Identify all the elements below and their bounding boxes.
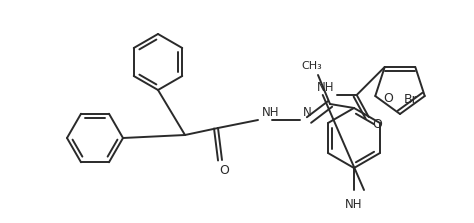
Text: O: O xyxy=(373,118,383,132)
Text: O: O xyxy=(383,91,393,105)
Text: O: O xyxy=(219,163,229,176)
Text: NH: NH xyxy=(262,107,280,120)
Text: CH₃: CH₃ xyxy=(301,61,322,71)
Text: NH: NH xyxy=(317,81,335,95)
Text: NH: NH xyxy=(345,198,363,211)
Text: N: N xyxy=(303,107,312,120)
Text: Br: Br xyxy=(404,93,418,106)
